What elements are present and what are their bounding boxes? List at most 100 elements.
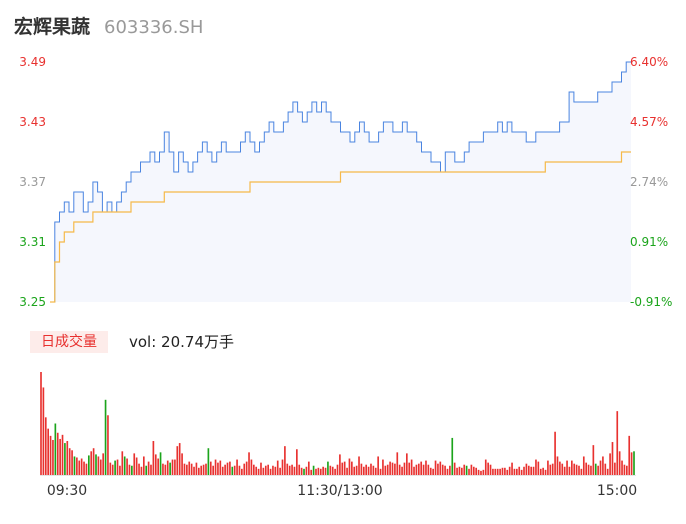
volume-bar: [78, 460, 81, 475]
volume-bar: [236, 459, 238, 475]
volume-bar: [233, 465, 236, 475]
volume-bar: [523, 466, 525, 475]
volume-bar: [432, 468, 434, 475]
volume-bar: [556, 456, 559, 475]
volume-bar: [281, 459, 284, 475]
volume-bar: [188, 461, 191, 475]
volume-bar: [451, 437, 454, 475]
volume-bar: [135, 457, 138, 475]
volume-bar: [394, 463, 396, 475]
volume-bar: [377, 456, 379, 475]
volume-bar: [54, 423, 57, 475]
y-tick-left: 3.25: [19, 295, 46, 309]
volume-bar: [492, 468, 494, 475]
volume-bar: [56, 432, 59, 475]
volume-bar: [166, 460, 169, 475]
volume-bar: [590, 465, 592, 475]
volume-bar: [463, 464, 466, 475]
volume-bar: [585, 462, 588, 475]
volume-bar: [207, 448, 210, 475]
volume-bar: [568, 466, 571, 475]
volume-bar: [174, 459, 176, 475]
volume-bar: [439, 461, 442, 475]
volume-bar: [542, 467, 544, 475]
volume-bar: [193, 466, 195, 475]
volume-bar: [303, 468, 305, 475]
volume-bar: [264, 465, 267, 475]
volume-bar: [66, 441, 69, 475]
volume-bar: [47, 428, 49, 475]
volume-bar: [248, 452, 250, 475]
volume-bar: [186, 464, 188, 475]
volume-bar: [291, 464, 293, 475]
stock-code: 603336.SH: [104, 17, 204, 38]
volume-bar: [571, 460, 573, 475]
volume-bar: [114, 460, 116, 475]
y-tick-right: 4.57%: [630, 115, 668, 129]
volume-bar: [245, 461, 248, 475]
volume-bar: [504, 467, 506, 475]
volume-bar: [370, 463, 372, 475]
volume-bar: [178, 443, 181, 475]
volume-bar: [573, 463, 576, 475]
volume-bar: [42, 387, 45, 475]
volume-bar: [537, 461, 540, 475]
volume-bar: [489, 464, 492, 475]
volume-bar: [329, 465, 332, 475]
volume-tab[interactable]: 日成交量: [30, 331, 108, 353]
y-tick-right: 0.91%: [630, 235, 668, 249]
volume-bar: [379, 468, 382, 475]
volume-bar: [312, 465, 315, 475]
volume-bar: [465, 465, 468, 475]
volume-bar: [296, 449, 298, 475]
volume-bar: [64, 443, 66, 475]
volume-bar: [594, 463, 597, 475]
volume-bar: [164, 464, 167, 475]
volume-bar: [389, 461, 391, 475]
volume-bar: [322, 466, 324, 475]
volume-bar: [575, 464, 578, 475]
volume-bar: [470, 464, 473, 475]
volume-bar: [539, 468, 542, 475]
volume-bar: [487, 462, 489, 475]
y-tick-left: 3.43: [19, 115, 46, 129]
volume-bar: [355, 465, 358, 475]
volume-bar: [300, 467, 303, 475]
volume-bar: [331, 466, 334, 475]
volume-bar: [449, 465, 451, 475]
volume-bar: [229, 461, 231, 475]
volume-bar: [157, 458, 159, 475]
volume-bar: [456, 467, 458, 475]
volume-bar: [336, 464, 339, 475]
volume-bar: [104, 399, 107, 475]
volume-bar: [506, 469, 509, 475]
volume-bar: [183, 463, 186, 475]
volume-bar: [535, 459, 537, 475]
price-line: [50, 61, 631, 303]
volume-bar: [221, 466, 224, 475]
volume-bar: [71, 450, 73, 475]
volume-bar: [391, 462, 394, 475]
volume-bar: [484, 459, 487, 475]
volume-bar: [609, 453, 611, 475]
volume-bar: [417, 463, 420, 475]
volume-bar: [288, 465, 291, 475]
stock-name: 宏辉果蔬: [14, 16, 91, 38]
volume-bar: [171, 459, 174, 475]
volume-bar: [429, 467, 432, 475]
volume-bar: [140, 466, 143, 475]
volume-bar: [109, 462, 112, 475]
volume-bar: [348, 458, 351, 475]
volume-bar: [365, 464, 368, 475]
volume-bar: [461, 467, 463, 475]
volume-bar: [341, 462, 344, 475]
volume-bar: [119, 465, 121, 475]
volume-bar: [475, 467, 478, 475]
volume-bar: [260, 462, 262, 475]
volume-bar: [374, 467, 377, 475]
volume-bar: [269, 468, 272, 475]
volume-bar: [305, 466, 308, 475]
volume-bar: [422, 464, 425, 475]
volume-bar: [116, 459, 119, 475]
